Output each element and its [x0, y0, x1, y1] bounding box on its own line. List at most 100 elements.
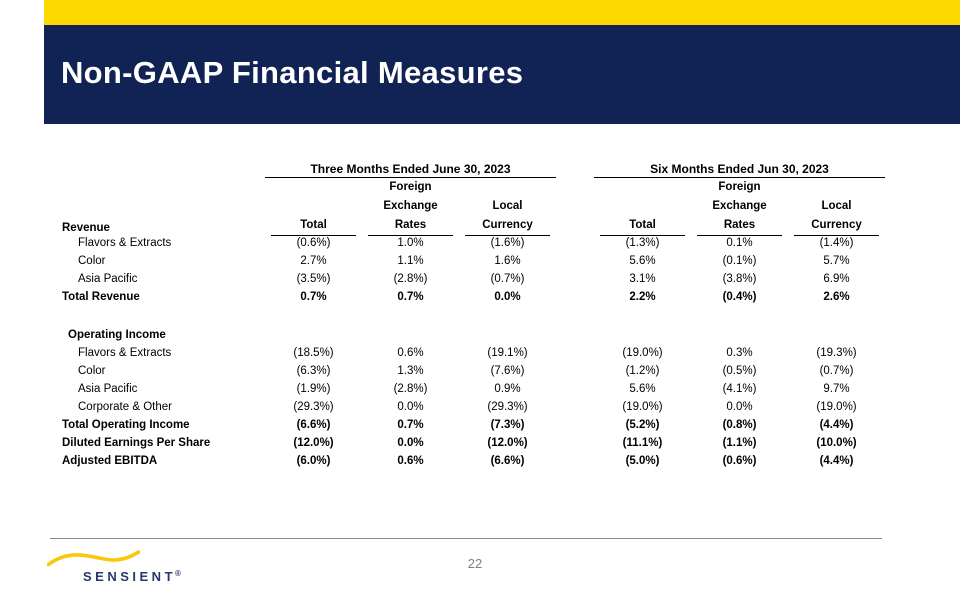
- spacer-row: [62, 306, 889, 326]
- column-gap: [556, 252, 594, 270]
- row-label: Total Operating Income: [62, 419, 190, 431]
- page-number: 22: [467, 556, 483, 571]
- logo-wordmark: SENSIENT®: [83, 569, 181, 584]
- table-row: Asia Pacific (1.9%) (2.8%) 0.9% 5.6% (4.1%) 9.…: [62, 380, 889, 398]
- column-header-line: Rates: [394, 219, 427, 231]
- column-header-line: [271, 178, 356, 197]
- table-cell: 0.9%: [494, 383, 521, 395]
- table-cell: (0.7%): [819, 365, 854, 377]
- column-gap: [556, 362, 594, 380]
- column-header-line: [271, 197, 356, 216]
- column-header-total-six-months: Total: [600, 178, 685, 236]
- table-cell: (5.2%): [625, 419, 660, 431]
- table-cell: (7.3%): [490, 419, 525, 431]
- column-header-line: Foreign: [718, 181, 761, 193]
- column-header-fx-rates-six-months: Foreign Exchange Rates: [697, 178, 782, 236]
- group-header-six-months: Six Months Ended Jun 30, 2023: [594, 162, 885, 178]
- table-cell: 1.0%: [397, 237, 424, 249]
- table-cell: [459, 326, 556, 344]
- table-cell: (3.8%): [722, 273, 757, 285]
- table-cell: (19.0%): [622, 347, 663, 359]
- table-body: Flavors & Extracts (0.6%) 1.0% (1.6%) (1.3%)…: [62, 234, 889, 470]
- table-cell: (2.8%): [393, 383, 428, 395]
- table-cell: 0.0%: [397, 437, 424, 449]
- table-cell: 0.1%: [726, 237, 753, 249]
- column-header-line: Total: [300, 219, 327, 231]
- column-header-line: Exchange: [712, 200, 767, 212]
- row-label: Flavors & Extracts: [78, 237, 172, 249]
- table-cell: 0.0%: [397, 401, 424, 413]
- table-row: Flavors & Extracts (0.6%) 1.0% (1.6%) (1.3%)…: [62, 234, 889, 252]
- table-group-header-row: Three Months Ended June 30, 2023 Six Mon…: [62, 162, 889, 178]
- table-cell: (3.5%): [296, 273, 331, 285]
- section-label-revenue: Revenue: [62, 222, 110, 234]
- logo-wave-icon: [47, 550, 140, 567]
- column-header-fx-rates-three-months: Foreign Exchange Rates: [368, 178, 453, 236]
- row-label: Operating Income: [68, 329, 166, 341]
- column-gap: [556, 326, 594, 344]
- column-header-line: [600, 178, 685, 197]
- table-cell: 0.7%: [397, 419, 424, 431]
- table-cell: (6.6%): [490, 455, 525, 467]
- table-cell: (29.3%): [487, 401, 528, 413]
- financial-table: Three Months Ended June 30, 2023 Six Mon…: [62, 162, 889, 470]
- table-cell: 2.6%: [823, 291, 850, 303]
- table-cell: (4.1%): [722, 383, 757, 395]
- logo-text: SENSIENT: [83, 569, 177, 584]
- table-cell: (7.6%): [490, 365, 525, 377]
- row-label: Asia Pacific: [78, 383, 138, 395]
- column-header-line: [465, 178, 550, 197]
- table-cell: (18.5%): [293, 347, 334, 359]
- footer-divider: [50, 538, 882, 539]
- table-cell: 0.0%: [726, 401, 753, 413]
- table-cell: (0.5%): [722, 365, 757, 377]
- column-header-line: Currency: [811, 219, 862, 231]
- top-accent-bar: [44, 0, 960, 25]
- table-cell: [788, 326, 885, 344]
- registered-mark: ®: [175, 569, 181, 578]
- table-cell: (1.3%): [625, 237, 660, 249]
- column-gap: [556, 178, 594, 236]
- table-cell: (1.6%): [490, 237, 525, 249]
- table-row: Corporate & Other (29.3%) 0.0% (29.3%) (19.0…: [62, 398, 889, 416]
- table-cell: 6.9%: [823, 273, 850, 285]
- table-cell: 5.6%: [629, 383, 656, 395]
- title-band: Non-GAAP Financial Measures: [44, 25, 960, 124]
- column-gap: [556, 398, 594, 416]
- table-cell: (0.6%): [722, 455, 757, 467]
- table-row: Operating Income: [62, 326, 889, 344]
- row-label: Adjusted EBITDA: [62, 455, 158, 467]
- table-cell: [265, 326, 362, 344]
- table-cell: 5.7%: [823, 255, 850, 267]
- table-cell: 9.7%: [823, 383, 850, 395]
- column-header-line: Foreign: [389, 181, 432, 193]
- table-row: Flavors & Extracts (18.5%) 0.6% (19.1%) (19.…: [62, 344, 889, 362]
- table-row: Color (6.3%) 1.3% (7.6%) (1.2%) (0.5%) (0.7%): [62, 362, 889, 380]
- table-row: Adjusted EBITDA (6.0%) 0.6% (6.6%) (5.0%) (0.…: [62, 452, 889, 470]
- table-cell: 0.6%: [397, 347, 424, 359]
- page-title: Non-GAAP Financial Measures: [61, 54, 524, 90]
- table-cell: (0.8%): [722, 419, 757, 431]
- column-header-line: Rates: [723, 219, 756, 231]
- row-label: Color: [78, 365, 106, 377]
- table-cell: (0.4%): [722, 291, 757, 303]
- table-cell: 0.3%: [726, 347, 753, 359]
- table-cell: (19.1%): [487, 347, 528, 359]
- table-cell: 1.1%: [397, 255, 424, 267]
- table-row: Asia Pacific (3.5%) (2.8%) (0.7%) 3.1% (3.8%)…: [62, 270, 889, 288]
- table-row: Diluted Earnings Per Share (12.0%) 0.0% (12…: [62, 434, 889, 452]
- column-gap: [556, 162, 594, 178]
- table-cell: (6.0%): [296, 455, 331, 467]
- table-cell: (4.4%): [819, 419, 854, 431]
- column-gap: [556, 380, 594, 398]
- table-cell: (0.7%): [490, 273, 525, 285]
- column-gap: [556, 344, 594, 362]
- table-cell: [362, 326, 459, 344]
- table-cell: (1.9%): [296, 383, 331, 395]
- column-gap: [556, 288, 594, 306]
- group-header-three-months: Three Months Ended June 30, 2023: [265, 162, 556, 178]
- column-header-line: Local: [821, 200, 852, 212]
- table-cell: [691, 326, 788, 344]
- row-label: Total Revenue: [62, 291, 140, 303]
- column-header-line: Total: [629, 219, 656, 231]
